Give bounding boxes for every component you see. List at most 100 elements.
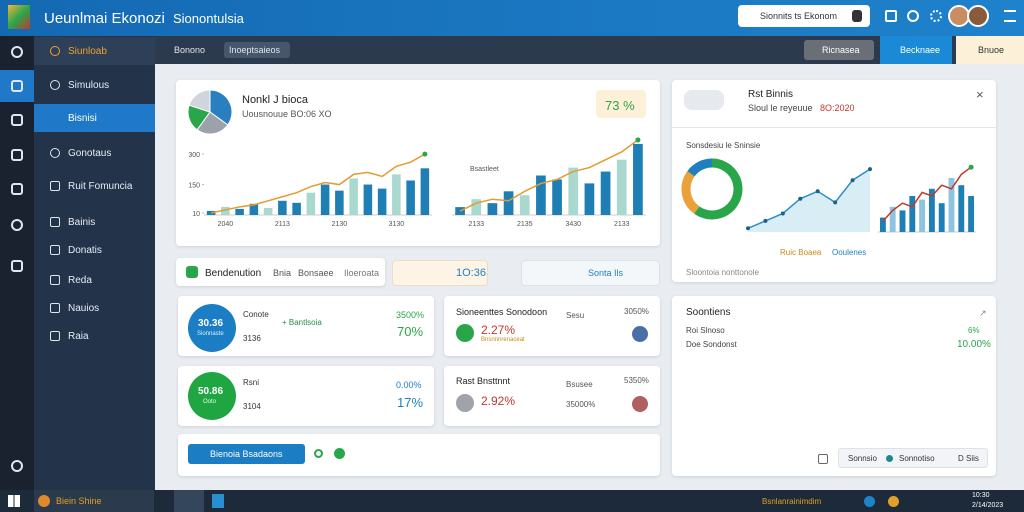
button-label: Ricnasea [822, 45, 860, 55]
stat-top: 3500% [396, 310, 425, 320]
button-label: Becknaee [900, 45, 941, 55]
sidebar-label[interactable]: Nauios [68, 303, 100, 314]
action-button[interactable] [188, 444, 305, 464]
avatar[interactable] [967, 5, 989, 27]
badge-text: 73 % [605, 98, 635, 113]
stat-mid: Sesu [566, 311, 585, 320]
strip-tab[interactable]: Bonsaee [298, 268, 334, 278]
rail-icon[interactable] [11, 80, 23, 92]
footer-item[interactable]: Sonnsio [848, 454, 877, 463]
summary-title: Soontiens [686, 307, 731, 318]
card-title: Nonkl J bioca [242, 94, 309, 106]
close-button[interactable]: × [976, 87, 984, 102]
summary-row-value: 10.00% [957, 339, 991, 350]
checkbox[interactable] [50, 245, 60, 255]
rail-icon[interactable] [11, 260, 23, 272]
checkbox[interactable] [50, 217, 60, 227]
stat-sub: Bnsnnnrenaceat [481, 337, 525, 343]
item-icon [50, 80, 60, 90]
logo [8, 5, 30, 29]
stat-top: 3050% [624, 307, 649, 316]
app-title: Ueunlmai Ekonozi [44, 10, 165, 27]
stat-mid: Bsusee [566, 380, 593, 389]
sidebar-label[interactable]: Raia [68, 331, 89, 342]
sidebar-label[interactable]: Donatis [68, 245, 102, 256]
footer-item[interactable]: Sonnotiso [899, 454, 935, 463]
stat-sub: 3104 [243, 402, 261, 411]
tray-icon[interactable] [888, 496, 899, 507]
strip-extra[interactable]: Iloeroata [344, 268, 380, 278]
summary-row-label: Doe Sondonst [686, 340, 737, 349]
app-subtitle: Sionontulsia [173, 11, 244, 26]
rail-icon[interactable] [11, 219, 23, 231]
rail-icon[interactable] [11, 114, 23, 126]
search-text: Sionnits ts Ekonom [760, 11, 838, 21]
sidebar-label[interactable]: Gonotaus [68, 148, 112, 159]
stat-top: 5350% [624, 376, 649, 385]
search-box[interactable] [738, 5, 870, 27]
insight-subtitle: Sloul le reyeuue [748, 103, 813, 113]
toolbar-button[interactable] [880, 36, 952, 64]
footer-item[interactable]: D Siis [958, 454, 979, 463]
clock-icon[interactable] [907, 10, 919, 22]
stat-sub: 35000% [566, 400, 596, 409]
dropdown-label: Inoeptsaieos [229, 45, 281, 55]
insight-value: 8O:2020 [820, 103, 855, 113]
menu-icon[interactable] [1004, 10, 1016, 22]
stat-dot[interactable] [632, 396, 648, 412]
dropdown[interactable] [224, 42, 290, 58]
taskbar-app-label: Biein Shine [56, 496, 102, 506]
stat-sub: 3136 [243, 334, 261, 343]
stat-card [444, 296, 660, 356]
settings-icon[interactable] [930, 10, 942, 22]
checkbox[interactable] [818, 454, 828, 464]
action-icon[interactable] [334, 448, 345, 459]
stat-title: Sioneenttes Sonodoon [456, 307, 548, 317]
taskbar-app[interactable] [34, 490, 154, 512]
value-box-text: 1O:36 [456, 267, 486, 279]
stat-big: 2.27% [481, 323, 516, 337]
home-icon[interactable] [885, 10, 897, 22]
app-icon [38, 495, 50, 507]
action-icon[interactable] [314, 449, 323, 458]
taskbar-icon[interactable] [212, 494, 224, 508]
stat-big: 70% [397, 324, 424, 339]
stat-icon [456, 324, 474, 342]
checkbox[interactable] [50, 331, 60, 341]
expand-icon[interactable]: ↗ [979, 308, 987, 318]
toggle[interactable] [684, 90, 724, 110]
tray-icon[interactable] [864, 496, 875, 507]
checkbox[interactable] [50, 303, 60, 313]
stat-top: 0.00% [396, 380, 422, 390]
value-box-text: Sonta Ils [588, 268, 624, 278]
stat-circle-value: 30.36 [198, 318, 224, 329]
sidebar-label[interactable]: Simulous [68, 80, 110, 91]
toolbar-button[interactable] [956, 36, 1024, 64]
rail-icon[interactable] [11, 460, 23, 472]
rail-icon[interactable] [11, 149, 23, 161]
toolbar-button[interactable] [804, 40, 874, 60]
item-icon [50, 181, 60, 191]
rail-icon[interactable] [11, 46, 23, 58]
sidebar-label[interactable]: Reda [68, 275, 92, 286]
toolbar-view[interactable]: Bonono [174, 45, 206, 55]
strip-tab[interactable]: Bnia [273, 268, 292, 278]
start-button[interactable] [8, 495, 20, 507]
summary-row-label: Roi Slnoso [686, 326, 725, 335]
rail-icon[interactable] [11, 183, 23, 195]
mic-icon[interactable] [852, 10, 862, 22]
taskbar-icon[interactable] [174, 490, 204, 512]
stat-tag: + Bantlsoia [282, 318, 322, 327]
value-box [521, 260, 660, 286]
sidebar-label[interactable]: Bisnisi [68, 113, 97, 124]
sidebar-item-active[interactable] [34, 104, 155, 132]
sidebar-label[interactable]: Ruit Fomuncia [68, 181, 133, 192]
taskbar [0, 490, 1024, 512]
rail-active[interactable] [0, 70, 34, 102]
strip-icon [186, 266, 198, 278]
stat-dot[interactable] [632, 326, 648, 342]
checkbox[interactable] [50, 275, 60, 285]
sidebar-label[interactable]: Bainis [68, 217, 96, 228]
sidebar-label[interactable]: Siunloab [68, 46, 107, 57]
